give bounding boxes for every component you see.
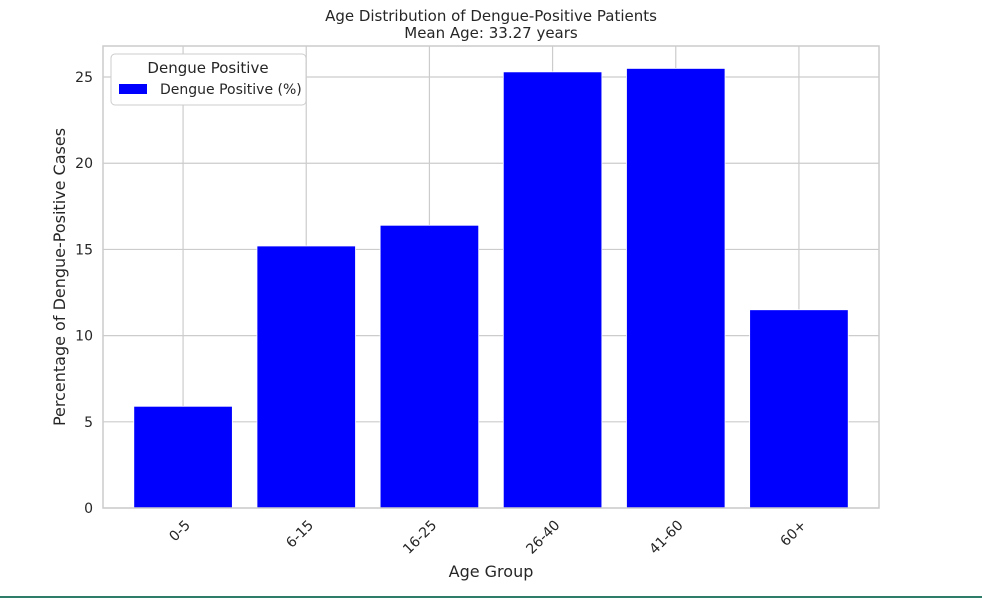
x-axis-label: Age Group (449, 562, 534, 581)
bars (133, 68, 849, 509)
legend: Dengue Positive Dengue Positive (%) (110, 53, 307, 106)
bar-6-15 (256, 245, 356, 509)
bar-26-40 (502, 71, 603, 509)
chart-title: Age Distribution of Dengue-Positive Pati… (325, 7, 657, 25)
chart-subtitle: Mean Age: 33.27 years (404, 24, 578, 42)
bar-16-25 (379, 224, 480, 509)
bottom-rule (0, 596, 982, 598)
y-tick-label: 10 (75, 329, 93, 345)
bar-60+ (749, 309, 849, 509)
y-axis-label: Percentage of Dengue-Positive Cases (50, 128, 69, 426)
y-tick-label: 25 (75, 70, 93, 86)
y-tick-label: 5 (84, 415, 93, 431)
y-tick-labels: 0 5 10 15 20 25 (75, 70, 93, 517)
bar-0-5 (133, 405, 233, 509)
y-tick-label: 0 (84, 501, 93, 517)
legend-title: Dengue Positive (147, 59, 268, 77)
bar-41-60 (626, 68, 726, 509)
y-tick-label: 20 (75, 156, 93, 172)
legend-entry-label: Dengue Positive (%) (160, 82, 302, 98)
legend-swatch (119, 84, 147, 94)
y-tick-label: 15 (75, 242, 93, 258)
legend-box (110, 53, 307, 106)
plot-frame (102, 45, 880, 509)
